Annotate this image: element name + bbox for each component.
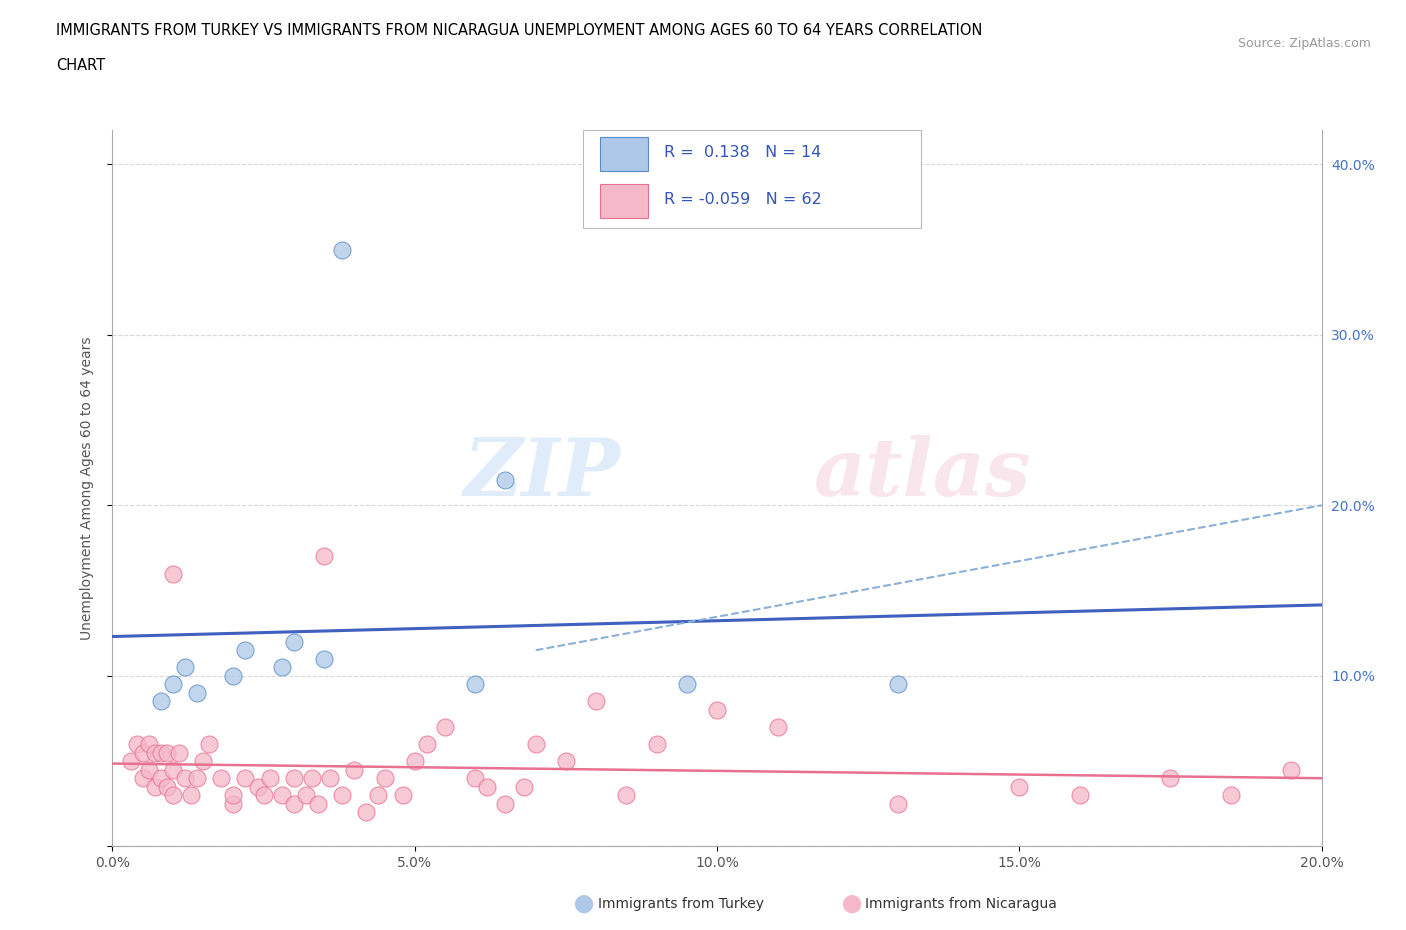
Point <box>270 660 292 675</box>
Point <box>132 745 155 760</box>
Text: CHART: CHART <box>56 58 105 73</box>
Point <box>314 549 336 564</box>
Point <box>143 745 166 760</box>
Point <box>343 763 366 777</box>
Text: Immigrants from Turkey: Immigrants from Turkey <box>598 897 763 911</box>
Point <box>174 660 197 675</box>
Point <box>143 779 166 794</box>
Point <box>616 788 638 803</box>
Point <box>374 771 396 786</box>
Text: atlas: atlas <box>814 435 1031 512</box>
Point <box>162 763 184 777</box>
Point <box>1279 763 1302 777</box>
Text: ⬤: ⬤ <box>841 895 860 913</box>
Text: R =  0.138   N = 14: R = 0.138 N = 14 <box>665 145 823 160</box>
Point <box>416 737 439 751</box>
Point <box>167 745 190 760</box>
Point <box>270 788 292 803</box>
Point <box>319 771 342 786</box>
FancyBboxPatch shape <box>600 137 648 171</box>
Point <box>235 771 257 786</box>
Point <box>301 771 323 786</box>
Point <box>404 753 426 768</box>
Point <box>887 796 910 811</box>
Point <box>162 566 184 581</box>
Point <box>367 788 389 803</box>
Point <box>433 720 456 735</box>
Point <box>645 737 668 751</box>
Point <box>512 779 534 794</box>
Point <box>149 745 172 760</box>
Text: ZIP: ZIP <box>464 435 620 512</box>
Point <box>391 788 413 803</box>
Text: Immigrants from Nicaragua: Immigrants from Nicaragua <box>865 897 1056 911</box>
Point <box>120 753 142 768</box>
Point <box>524 737 547 751</box>
FancyBboxPatch shape <box>583 130 921 228</box>
Point <box>356 804 378 819</box>
Point <box>330 242 353 257</box>
Point <box>706 702 728 717</box>
Point <box>464 771 486 786</box>
Point <box>222 669 245 684</box>
Point <box>283 796 305 811</box>
Point <box>180 788 202 803</box>
Point <box>283 634 305 649</box>
Point <box>585 694 607 709</box>
Y-axis label: Unemployment Among Ages 60 to 64 years: Unemployment Among Ages 60 to 64 years <box>80 337 94 640</box>
Point <box>1159 771 1181 786</box>
Point <box>1008 779 1031 794</box>
Text: ⬤: ⬤ <box>574 895 593 913</box>
Text: IMMIGRANTS FROM TURKEY VS IMMIGRANTS FROM NICARAGUA UNEMPLOYMENT AMONG AGES 60 T: IMMIGRANTS FROM TURKEY VS IMMIGRANTS FRO… <box>56 23 983 38</box>
Point <box>283 771 305 786</box>
Point <box>675 677 697 692</box>
Point <box>209 771 232 786</box>
Point <box>259 771 281 786</box>
Point <box>174 771 197 786</box>
Point <box>1069 788 1091 803</box>
Point <box>191 753 214 768</box>
Point <box>330 788 353 803</box>
Point <box>138 763 160 777</box>
Point <box>162 788 184 803</box>
Point <box>186 685 208 700</box>
Text: Source: ZipAtlas.com: Source: ZipAtlas.com <box>1237 37 1371 50</box>
Point <box>125 737 148 751</box>
Point <box>138 737 160 751</box>
Point <box>495 472 517 487</box>
Point <box>295 788 318 803</box>
Point <box>253 788 276 803</box>
Point <box>222 796 245 811</box>
Point <box>314 651 336 666</box>
Point <box>198 737 221 751</box>
Point <box>246 779 269 794</box>
Point <box>235 643 257 658</box>
Point <box>464 677 486 692</box>
FancyBboxPatch shape <box>600 184 648 219</box>
Point <box>495 796 517 811</box>
Point <box>307 796 329 811</box>
Point <box>222 788 245 803</box>
Point <box>766 720 789 735</box>
Point <box>132 771 155 786</box>
Text: R = -0.059   N = 62: R = -0.059 N = 62 <box>665 192 823 207</box>
Point <box>149 694 172 709</box>
Point <box>1220 788 1243 803</box>
Point <box>477 779 499 794</box>
Point <box>156 745 179 760</box>
Point <box>162 677 184 692</box>
Point <box>186 771 208 786</box>
Point <box>156 779 179 794</box>
Point <box>887 677 910 692</box>
Point <box>554 753 576 768</box>
Point <box>149 771 172 786</box>
